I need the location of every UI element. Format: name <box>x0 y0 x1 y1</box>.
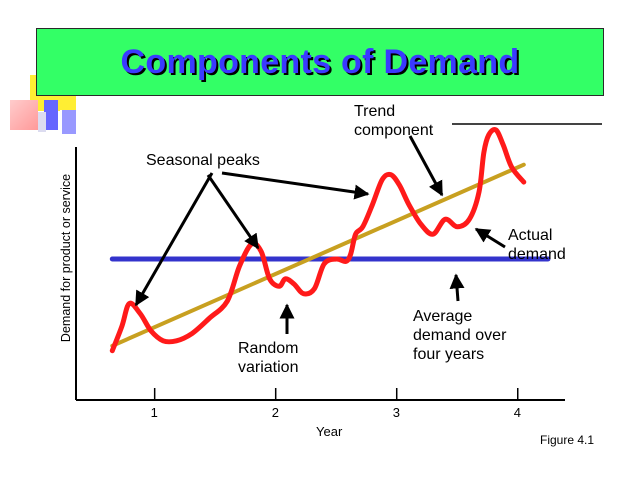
trend-line <box>110 162 526 348</box>
page-title: Components of Demand <box>120 42 520 81</box>
deco-square-blue <box>44 100 58 130</box>
title-underline-rule <box>452 123 602 125</box>
arrow-actual <box>474 227 506 249</box>
annotation-random: Random variation <box>238 340 299 376</box>
arrow-seasonal-2 <box>206 174 260 250</box>
arrow-average <box>449 273 465 302</box>
actual-demand-curve <box>109 127 527 354</box>
figure-label: Figure 4.1 <box>540 433 595 447</box>
annotation-seasonal: Seasonal peaks <box>146 152 260 169</box>
y-axis-label: Demand for product or service <box>59 173 73 343</box>
arrow-seasonal-1 <box>134 172 214 307</box>
deco-square-pink <box>10 100 38 130</box>
x-tick-label-1: 1 <box>150 405 158 420</box>
x-tick-label-3: 3 <box>392 405 400 420</box>
x-tick-label-4: 4 <box>513 405 521 420</box>
annotation-actual: Actual demand <box>508 227 566 263</box>
deco-square-gray <box>38 112 46 132</box>
annotation-arrows <box>134 135 506 334</box>
title-box: Components of Demand <box>36 28 604 96</box>
annotation-trend: Trend component <box>354 103 434 139</box>
x-axis-label: Year <box>316 424 343 439</box>
deco-square-blue-2 <box>62 110 76 134</box>
annotation-average: Average demand over four years <box>413 308 507 363</box>
arrow-trend <box>408 135 444 197</box>
x-tick-label-2: 2 <box>271 405 279 420</box>
arrow-seasonal-3 <box>221 171 370 200</box>
